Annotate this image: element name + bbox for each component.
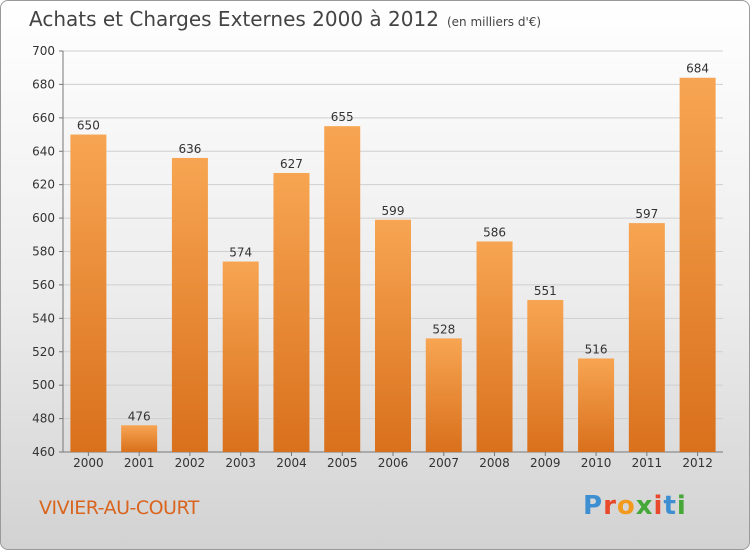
y-tick-label: 660 (32, 111, 55, 125)
value-label-2005: 655 (331, 110, 354, 124)
value-label-2000: 650 (77, 119, 100, 133)
bar-2001 (121, 425, 158, 452)
bar-2002 (171, 157, 208, 452)
proxiti-logo[interactable]: Proxiti (583, 491, 687, 521)
value-label-2002: 636 (178, 142, 201, 156)
value-label-2003: 574 (229, 246, 252, 260)
value-label-2011: 597 (635, 207, 658, 221)
bar-2010 (578, 358, 615, 452)
bar-2005 (324, 126, 361, 452)
bar-2003 (222, 261, 259, 452)
y-tick-label: 480 (32, 412, 55, 426)
town-name: VIVIER-AU-COURT (39, 497, 199, 519)
value-label-2006: 599 (382, 204, 405, 218)
logo-letter: i (676, 491, 687, 521)
y-tick-label: 680 (32, 77, 55, 91)
x-tick-label-2008: 2008 (479, 456, 510, 470)
y-tick-labels: 460 480 500 520 540 560 580 600 620 640 660 680 700 (32, 44, 55, 459)
y-tick-label: 500 (32, 378, 55, 392)
x-tick-label-2003: 2003 (225, 456, 256, 470)
x-tick-label-2011: 2011 (632, 456, 663, 470)
chart-title: Achats et Charges Externes 2000 à 2012 (e… (29, 7, 541, 31)
bar-2011 (628, 223, 665, 452)
bars (70, 77, 716, 453)
x-tick-label-2004: 2004 (276, 456, 307, 470)
logo-letter: r (603, 491, 617, 521)
bar-2008 (476, 241, 513, 452)
y-tick-label: 560 (32, 278, 55, 292)
bar-2007 (425, 338, 462, 452)
x-tick-label-2001: 2001 (124, 456, 155, 470)
x-tick-labels: 2000 2001 2002 2003 2004 2005 2006 2007 2008 2009… (73, 452, 713, 470)
y-tick-label: 600 (32, 211, 55, 225)
x-tick-label-2005: 2005 (327, 456, 358, 470)
chart-title-text: Achats et Charges Externes 2000 à 2012 (29, 7, 439, 31)
y-tick-label: 640 (32, 144, 55, 158)
value-label-2012: 684 (686, 62, 709, 76)
value-label-2001: 476 (128, 409, 151, 423)
value-label-2004: 627 (280, 157, 303, 171)
y-tick-label: 700 (32, 44, 55, 58)
y-tick-label: 540 (32, 311, 55, 325)
logo-letter: o (616, 491, 636, 521)
y-tick-label: 460 (32, 445, 55, 459)
bar-2006 (375, 219, 411, 452)
bar-2012 (679, 77, 716, 452)
y-tick-label: 620 (32, 178, 55, 192)
x-tick-label-2009: 2009 (530, 456, 561, 470)
x-tick-label-2010: 2010 (581, 456, 612, 470)
logo-letter: x (635, 491, 654, 521)
value-label-2010: 516 (585, 342, 608, 356)
x-tick-label-2007: 2007 (428, 456, 459, 470)
value-label-2008: 586 (483, 225, 506, 239)
x-tick-label-2002: 2002 (175, 456, 206, 470)
value-label-2009: 551 (534, 284, 557, 298)
x-tick-label-2012: 2012 (682, 456, 713, 470)
x-tick-label-2006: 2006 (378, 456, 409, 470)
logo-letter: P (583, 491, 604, 521)
logo-letter: i (653, 491, 664, 521)
value-labels: 650 476 636 574 627 655 599 528 586 551 516 597 684 (77, 62, 709, 424)
y-tick-label: 520 (32, 345, 55, 359)
bar-2000 (70, 134, 107, 452)
y-tick-label: 580 (32, 245, 55, 259)
logo-letter: t (663, 491, 677, 521)
bar-2004 (273, 172, 310, 453)
bar-2009 (527, 299, 564, 452)
value-label-2007: 528 (432, 322, 455, 336)
chart-unit: (en milliers d'€) (446, 15, 542, 29)
x-tick-label-2000: 2000 (73, 456, 104, 470)
